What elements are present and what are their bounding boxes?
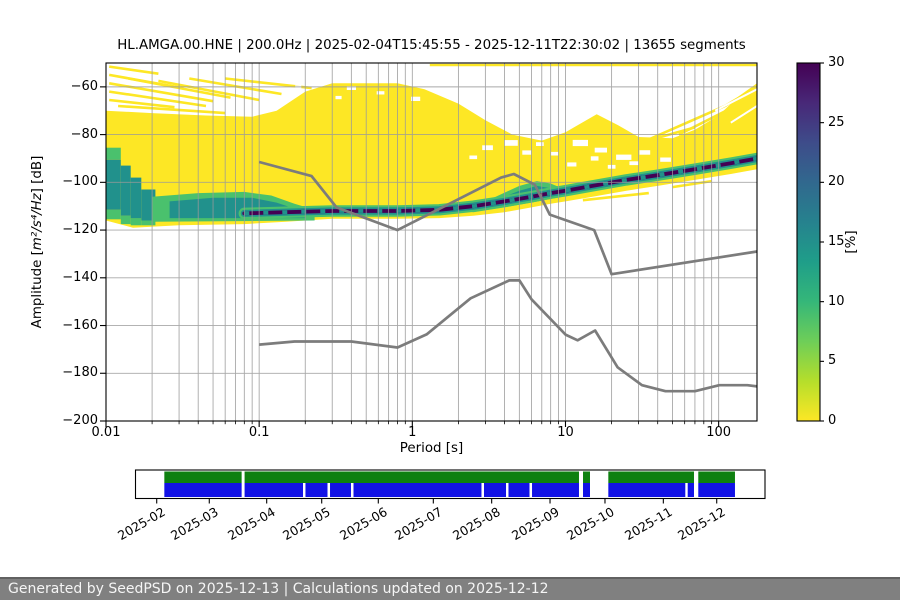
- colorbar-tick-label: 15: [828, 234, 845, 249]
- psd-streak: [109, 90, 207, 108]
- psd-density-cell: [141, 220, 156, 226]
- y-tick-label: −80: [70, 126, 98, 142]
- y-tick-label: −140: [62, 269, 98, 285]
- timeline-gap-psd: [327, 483, 331, 497]
- colorbar-tick-label: 0: [828, 413, 837, 428]
- chart-title: HL.AMGA.00.HNE | 200.0Hz | 2025-02-04T15…: [117, 38, 746, 53]
- psd-hole: [335, 95, 342, 100]
- plot-frame: [105, 62, 758, 422]
- psd-hole: [629, 161, 639, 166]
- psd-hole: [594, 147, 607, 153]
- psd-density-cell: [106, 209, 121, 220]
- psd-hole: [639, 150, 651, 155]
- psd-density-cell: [130, 218, 142, 226]
- timeline-gap: [589, 471, 609, 498]
- timeline-gap-psd: [350, 483, 354, 497]
- timeline-psd-coverage: [164, 483, 735, 497]
- psd-hole: [376, 91, 385, 95]
- psd-hole: [522, 150, 532, 155]
- psd-gap-streak: [730, 105, 757, 124]
- x-axis-label: Period [s]: [399, 441, 464, 456]
- colorbar-gradient: [797, 63, 820, 421]
- x-tick-label: 0.1: [248, 425, 270, 440]
- psd-streak: [109, 98, 175, 109]
- psd-gap-streak: [714, 88, 757, 112]
- timeline-gap-psd: [481, 483, 484, 497]
- psd-streak: [118, 104, 226, 115]
- psd-density-cell: [120, 215, 131, 225]
- timeline-gap-psd: [529, 483, 533, 497]
- nhnm-line: [258, 160, 758, 276]
- timeline-gap: [693, 471, 699, 498]
- psd-density-cell: [120, 165, 131, 216]
- psd-hole: [590, 156, 599, 161]
- axis-ticks: [100, 86, 720, 427]
- timeline-gap-psd: [303, 483, 306, 497]
- timeline-gap-psd: [685, 483, 688, 497]
- colorbar-tick-label: 5: [828, 353, 837, 369]
- psd-hole: [567, 162, 577, 167]
- psd-density-blob: [106, 83, 757, 228]
- y-tick-label: −200: [62, 413, 98, 428]
- psd-streak: [108, 82, 214, 103]
- psd-hole: [536, 142, 544, 146]
- colorbar-tick-label: 10: [828, 293, 845, 309]
- psd-hole: [550, 151, 559, 156]
- psd-density-cell: [106, 159, 121, 210]
- psd-density-cell: [130, 177, 142, 219]
- psd-streak: [582, 191, 649, 202]
- x-tick-label: 10: [557, 425, 574, 440]
- colorbar-tick-label: 30: [828, 55, 845, 70]
- psd-hole: [411, 96, 421, 101]
- psd-hole: [482, 145, 493, 151]
- psd-streak: [626, 126, 696, 148]
- timeline-gap-psd: [506, 483, 509, 497]
- psd-hole: [572, 139, 588, 147]
- y-tick-label: −60: [70, 78, 98, 94]
- y-tick-label: −100: [62, 174, 98, 190]
- availability-timeline: [134, 469, 766, 504]
- psd-hole: [660, 157, 671, 162]
- y-tick-label: −120: [62, 222, 98, 238]
- x-tick-label: 1: [408, 425, 417, 440]
- y-tick-label: −180: [62, 365, 98, 381]
- colorbar-tick-label: 20: [828, 174, 845, 190]
- nlnm-line: [259, 279, 758, 393]
- psd-density-cell: [106, 147, 121, 160]
- psd-streak: [109, 65, 159, 75]
- colorbar-tick-label: 25: [828, 114, 845, 130]
- x-tick-label: 100: [706, 425, 732, 440]
- x-tick-label: 0.01: [91, 425, 121, 440]
- psd-hole: [469, 155, 478, 160]
- psd-hole: [616, 154, 632, 160]
- footer-text: Generated by SeedPSD on 2025-12-13 | Cal…: [8, 581, 549, 597]
- timeline-gap: [578, 471, 584, 498]
- psd-streak: [707, 103, 757, 129]
- timeline-data-coverage: [164, 471, 735, 483]
- timeline-gap: [241, 471, 245, 498]
- psd-streak: [158, 79, 260, 102]
- y-tick-label: −160: [62, 317, 98, 333]
- footer-status-bar: Generated by SeedPSD on 2025-12-13 | Cal…: [0, 577, 900, 600]
- psd-hole: [504, 140, 518, 146]
- heatmap-layer: [106, 63, 757, 228]
